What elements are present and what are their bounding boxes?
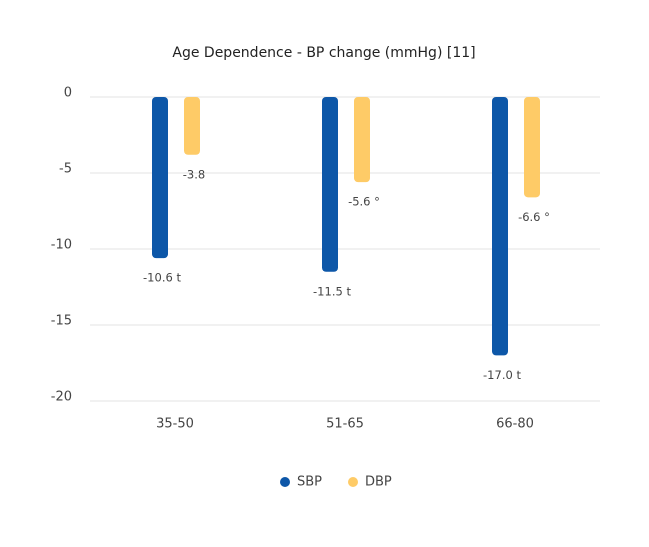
value-label: -3.8 xyxy=(183,167,205,181)
bar xyxy=(322,97,338,272)
bar xyxy=(152,97,168,259)
x-tick-label: 66-80 xyxy=(496,417,534,432)
x-tick-label: 51-65 xyxy=(326,417,364,432)
bar xyxy=(492,97,508,356)
bar xyxy=(524,97,540,198)
value-label: -11.5 t xyxy=(313,284,351,298)
y-tick-label: 0 xyxy=(64,86,72,101)
chart-title: Age Dependence - BP change (mmHg) [11] xyxy=(172,45,475,61)
bar xyxy=(354,97,370,183)
legend-marker xyxy=(280,477,290,487)
y-tick-label: -5 xyxy=(59,162,72,177)
value-label: -10.6 t xyxy=(143,271,181,285)
value-label: -6.6 ° xyxy=(518,210,550,224)
y-tick-label: -15 xyxy=(51,314,72,329)
value-label: -5.6 ° xyxy=(348,195,380,209)
y-tick-label: -20 xyxy=(51,390,72,405)
legend-marker xyxy=(348,477,358,487)
x-tick-label: 35-50 xyxy=(156,417,194,432)
y-tick-label: -10 xyxy=(51,238,72,253)
value-label: -17.0 t xyxy=(483,368,521,382)
legend-label: DBP xyxy=(365,475,392,490)
legend-label: SBP xyxy=(297,475,322,490)
bar xyxy=(184,97,200,155)
